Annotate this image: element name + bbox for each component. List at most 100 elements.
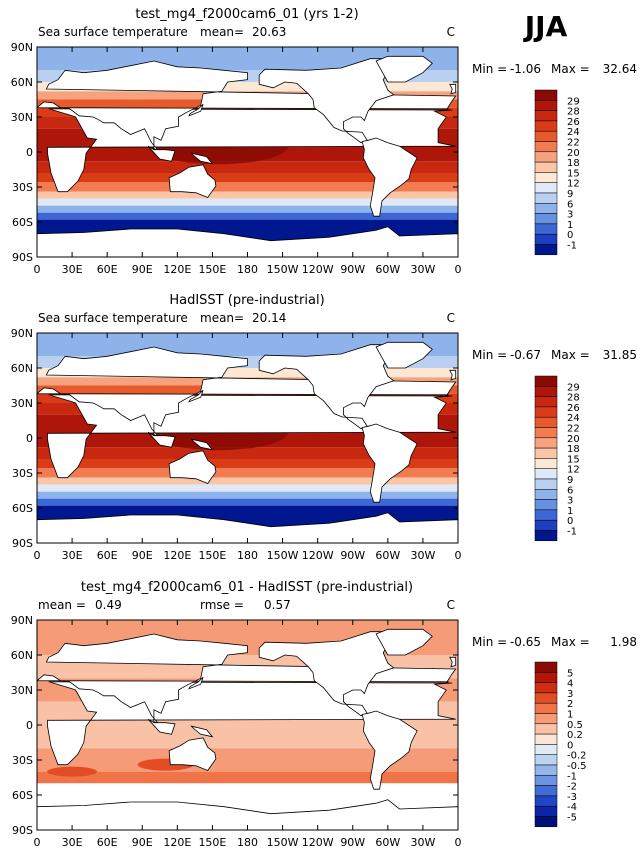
sst-band <box>37 161 458 173</box>
panel-obs: HadISST (pre-industrial) Sea surface temp… <box>11 293 637 562</box>
colorbar-label: 6 <box>567 485 573 496</box>
land-mass <box>147 145 176 162</box>
colorbar-cell <box>534 100 558 111</box>
y-tick-label: 60S <box>12 502 33 515</box>
colorbar-label: 15 <box>567 454 580 465</box>
y-tick-label: 30S <box>12 467 33 480</box>
colorbar-label: 9 <box>567 475 573 486</box>
colorbar-label: 0.5 <box>567 720 583 731</box>
y-tick-label: 90S <box>12 537 33 550</box>
land-mass <box>37 633 457 725</box>
y-tick-label: 90N <box>11 41 33 54</box>
x-tick-label: 60E <box>97 549 118 562</box>
colorbar-label: 20 <box>567 148 580 159</box>
land-mass <box>375 341 433 369</box>
colorbar-cell <box>534 805 558 817</box>
colorbar-label: 18 <box>567 444 580 455</box>
x-tick-label: 0 <box>34 836 41 849</box>
colorbar-label: 5 <box>567 668 573 679</box>
x-tick-label: 120E <box>163 549 191 562</box>
colorbar-label: 22 <box>567 138 580 149</box>
colorbar-cell <box>534 120 558 132</box>
colorbar-cell <box>534 161 558 173</box>
land-mass <box>147 431 176 448</box>
mean-label: mean= <box>200 25 244 39</box>
sst-band <box>37 491 458 499</box>
min-label: Min = <box>472 635 507 649</box>
season-label: JJA <box>523 10 568 43</box>
colorbar-cell <box>534 682 558 694</box>
colorbar-cell <box>534 499 558 511</box>
colorbar-label: 29 <box>567 382 580 393</box>
max-label: Max = <box>551 635 590 649</box>
sst-band <box>37 182 458 192</box>
land-mass <box>188 103 204 117</box>
colorbar-label: 4 <box>567 679 573 690</box>
x-tick-label: 120E <box>163 263 191 276</box>
y-tick-label: 0 <box>26 719 33 732</box>
x-tick-label: 30W <box>410 263 435 276</box>
y-tick-label: 30S <box>12 754 33 767</box>
y-tick-label: 90S <box>12 251 33 264</box>
colorbar-cell <box>534 89 558 101</box>
colorbar-cell <box>534 764 558 776</box>
max-value: 1.98 <box>610 635 637 649</box>
land-mass <box>37 512 458 543</box>
x-tick-label: 30E <box>62 263 83 276</box>
variable-label: Sea surface temperature <box>38 25 188 39</box>
colorbar-label: 15 <box>567 168 580 179</box>
colorbar-label: 18 <box>567 158 580 169</box>
land-mass <box>190 152 214 165</box>
colorbar-label: 1 <box>567 710 573 721</box>
colorbar-cell <box>534 489 558 500</box>
x-tick-label: 0 <box>455 549 462 562</box>
y-tick-label: 60N <box>11 76 33 89</box>
colorbar-cell <box>534 396 558 408</box>
colorbar-label: -0.2 <box>567 751 587 762</box>
land-mass <box>37 346 457 438</box>
land-mass <box>190 725 214 738</box>
sst-band <box>37 459 458 469</box>
x-tick-label: 60W <box>375 836 400 849</box>
land-mass <box>37 226 458 257</box>
land-mass <box>449 369 457 381</box>
panel-title: HadISST (pre-industrial) <box>169 293 324 308</box>
max-label: Max = <box>551 62 590 76</box>
colorbar-cell <box>534 213 558 225</box>
colorbar-label: 28 <box>567 107 580 118</box>
colorbar-cell <box>534 437 558 449</box>
colorbar-label: 0 <box>567 740 573 751</box>
colorbar-cell <box>534 406 558 418</box>
colorbar-cell <box>534 458 558 469</box>
colorbar-label: 28 <box>567 393 580 404</box>
x-tick-label: 60E <box>97 263 118 276</box>
colorbar-label: 24 <box>567 127 580 138</box>
land-mass <box>37 60 457 152</box>
y-tick-label: 60N <box>11 362 33 375</box>
colorbar-cell <box>534 661 558 673</box>
land-mass <box>449 656 457 668</box>
x-tick-label: 150W <box>267 836 299 849</box>
colorbar-label: 12 <box>567 465 580 476</box>
mean-label: mean = <box>38 598 86 612</box>
rmse-label: rmse = <box>200 598 244 612</box>
colorbar-cell <box>534 509 558 521</box>
colorbar-label: 9 <box>567 189 573 200</box>
colorbar-label: -1 <box>567 771 577 782</box>
colorbar-label: 1 <box>567 506 573 517</box>
min-label: Min = <box>472 348 507 362</box>
colorbar-label: 22 <box>567 424 580 435</box>
colorbar-cell <box>534 530 558 542</box>
y-tick-label: 90N <box>11 327 33 340</box>
panel-title: test_mg4_f2000cam6_01 - HadISST (pre-ind… <box>81 580 413 595</box>
y-tick-label: 90S <box>12 824 33 837</box>
map-field <box>37 333 458 543</box>
x-tick-label: 180 <box>237 549 258 562</box>
land-mass <box>37 799 458 830</box>
colorbar-cell <box>534 692 558 704</box>
colorbar-cell <box>534 223 558 235</box>
land-mass <box>361 423 418 503</box>
colorbar-cell <box>534 478 558 490</box>
map-field <box>37 620 458 830</box>
